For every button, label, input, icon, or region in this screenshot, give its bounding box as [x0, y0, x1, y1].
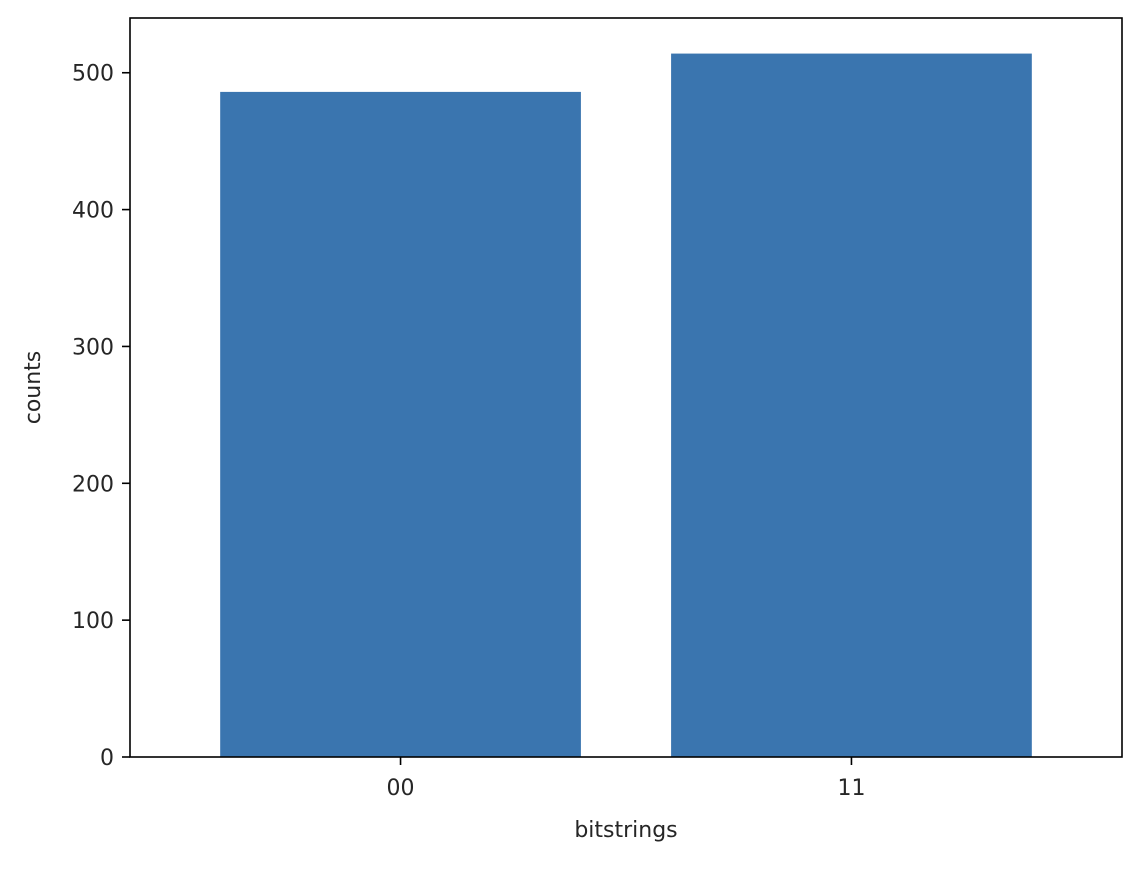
x-tick-label: 11	[837, 776, 865, 801]
y-axis-label: counts	[21, 351, 46, 425]
bar-00	[220, 91, 581, 757]
y-tick-label: 500	[72, 62, 114, 87]
y-tick-label: 100	[72, 609, 114, 634]
y-axis-ticks: 0 100 200 300 400 500	[72, 62, 130, 771]
y-tick-label: 400	[72, 199, 114, 224]
x-tick-label: 00	[387, 776, 415, 801]
x-axis-ticks: 00 11	[387, 757, 865, 801]
y-tick-label: 0	[100, 746, 114, 771]
y-tick-label: 200	[72, 472, 114, 497]
y-tick-label: 300	[72, 335, 114, 360]
bars	[220, 53, 1032, 757]
bar-11	[671, 53, 1032, 757]
axes-frame	[129, 17, 1123, 758]
x-axis-label: bitstrings	[574, 818, 677, 843]
